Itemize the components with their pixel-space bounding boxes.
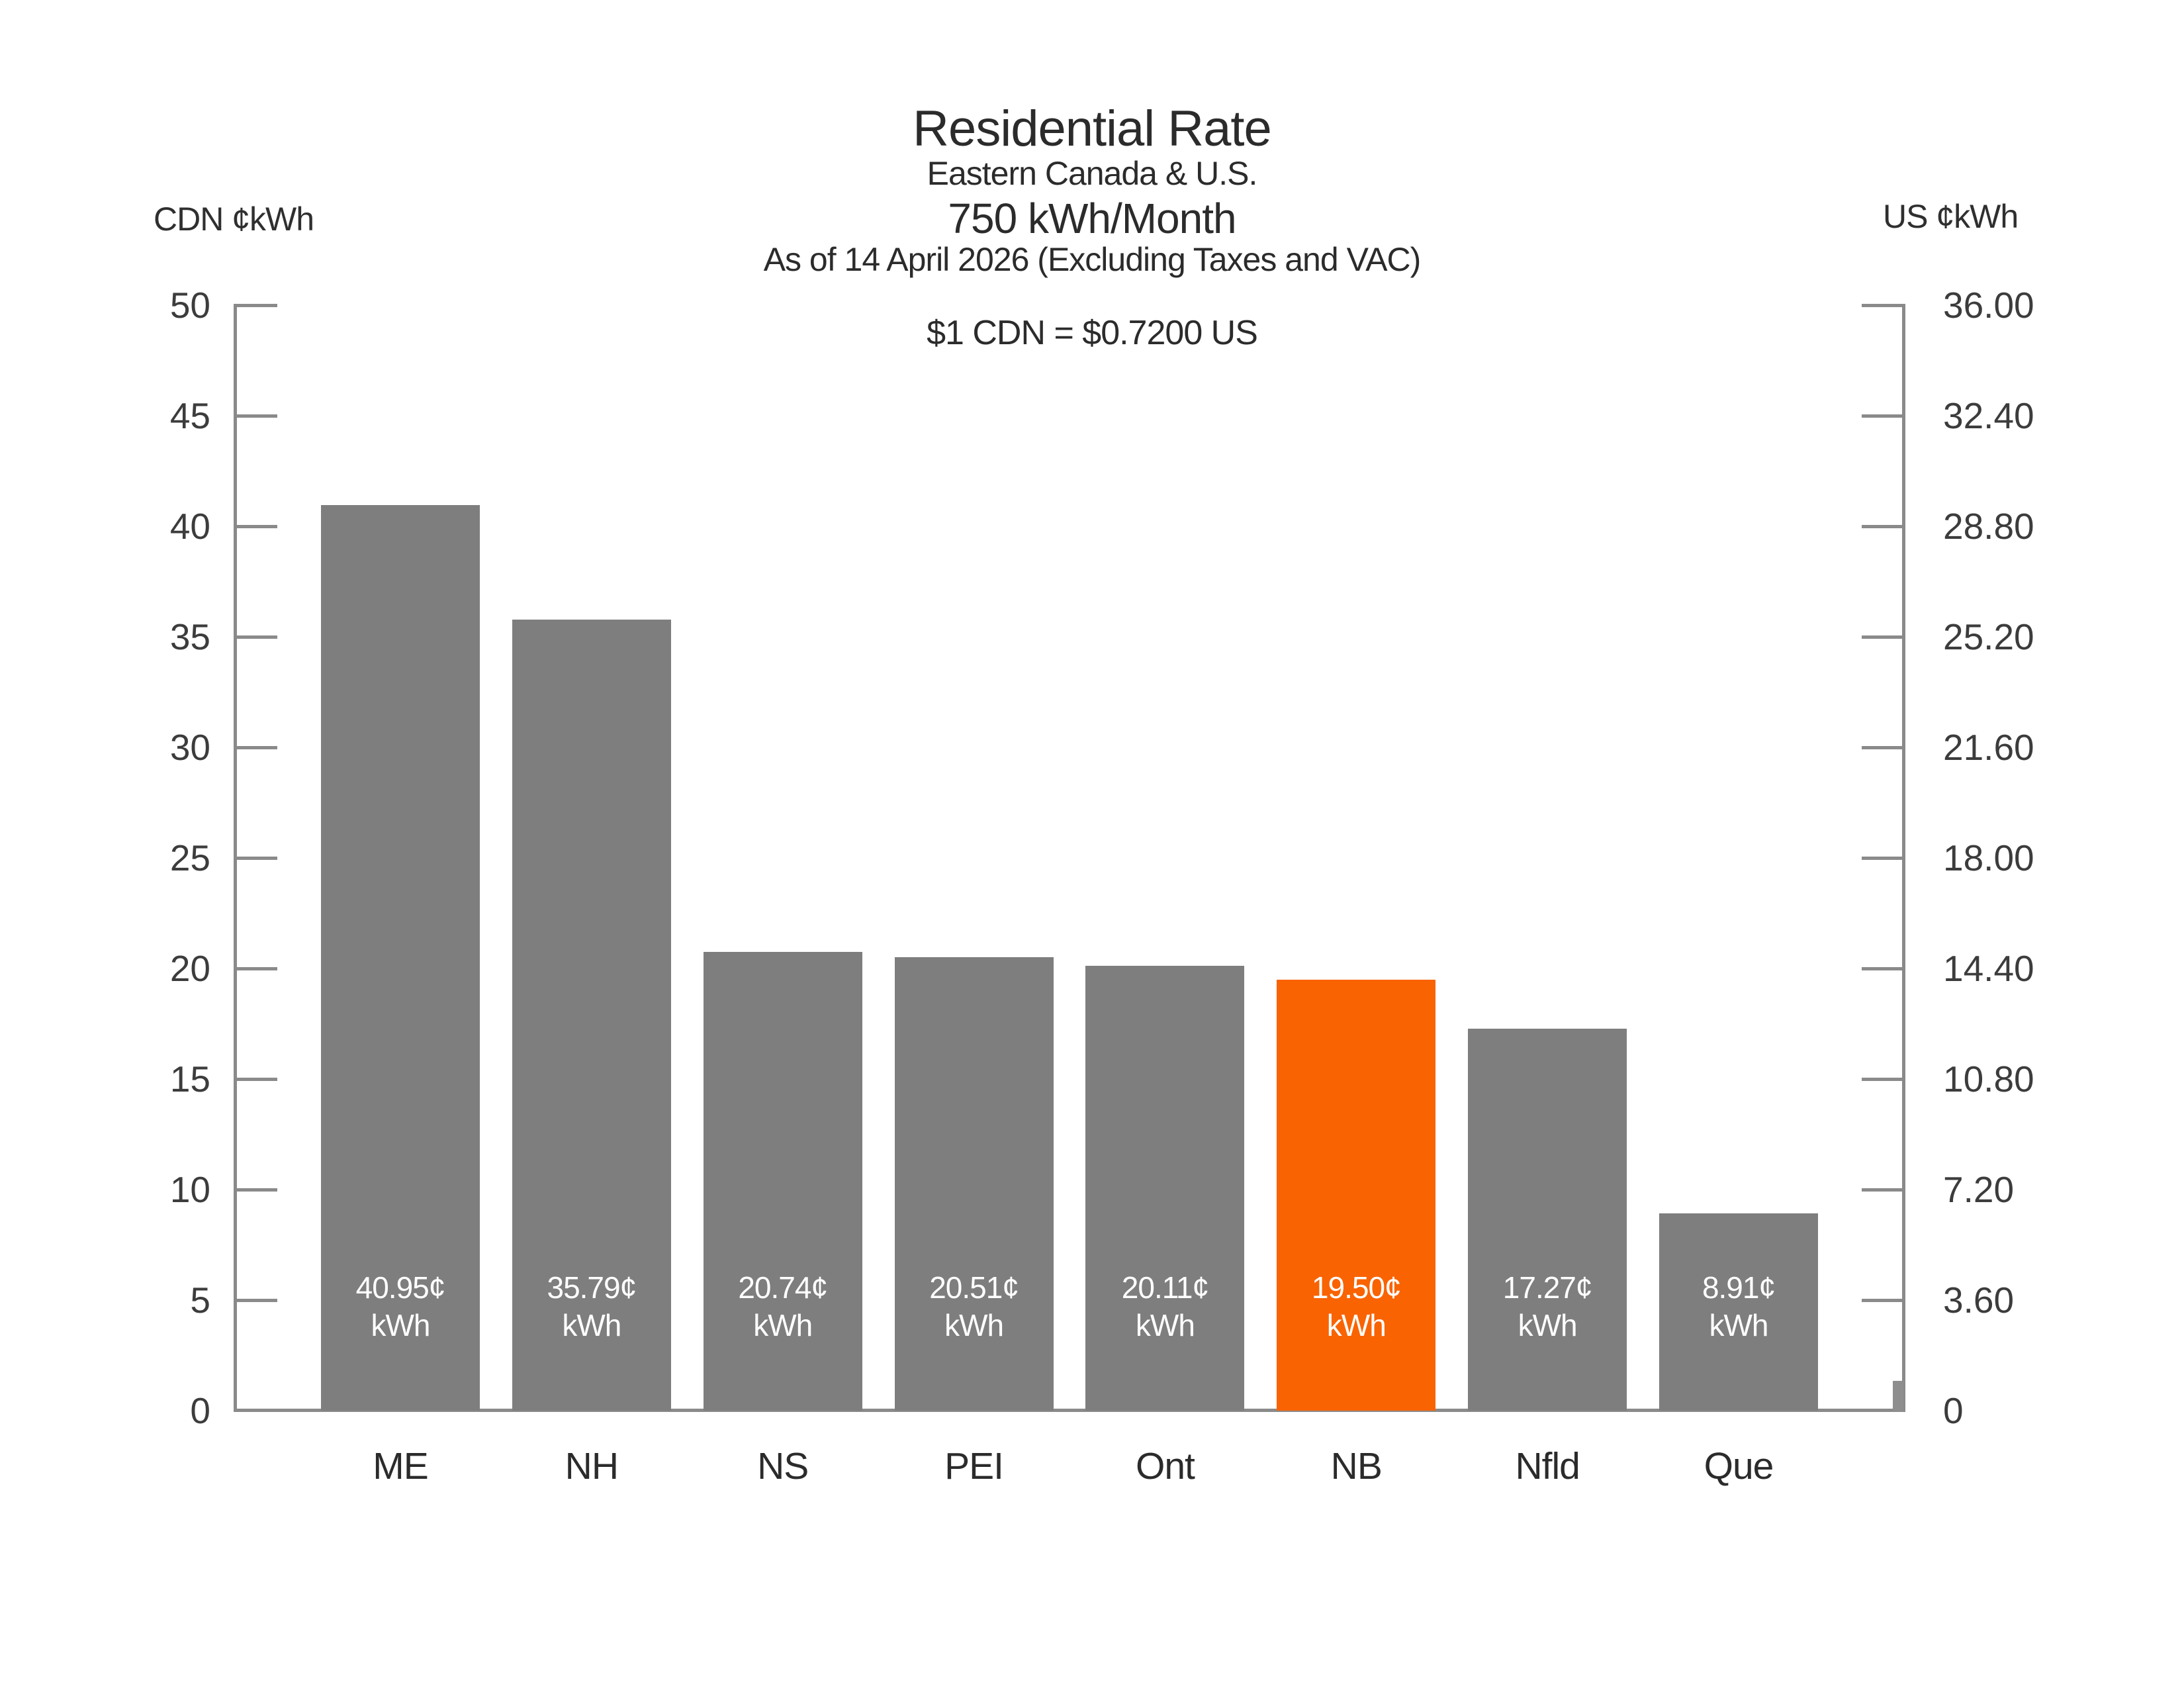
right-axis-tick-label: 3.60 [1943, 1280, 2015, 1321]
left-axis-tick [235, 635, 277, 639]
left-axis-tick [235, 414, 277, 418]
x-axis-category-label: Ont [1135, 1445, 1195, 1487]
bar-rate-value: 20.74¢ [738, 1270, 828, 1305]
bar-NB: 19.50¢ kWh [1277, 980, 1436, 1411]
bar-value-label: 20.51¢ kWh [895, 1269, 1054, 1344]
x-axis-baseline [234, 1409, 1905, 1412]
bar-rate-unit: kWh [944, 1308, 1004, 1342]
right-axis-tick-label: 10.80 [1943, 1058, 2034, 1100]
right-axis-tick-label: 28.80 [1943, 506, 2034, 547]
right-axis-tick [1862, 1078, 1904, 1081]
chart-as-of-note: As of 14 April 2026 (Excluding Taxes and… [763, 241, 1422, 278]
bar-Que: 8.91¢ kWh [1659, 1213, 1818, 1411]
right-axis-tick [1862, 525, 1904, 528]
bar-rate-value: 17.27¢ [1502, 1270, 1593, 1305]
right-axis-tick [1862, 857, 1904, 860]
bar-Ont: 20.11¢ kWh [1085, 966, 1245, 1411]
right-axis-tick [1862, 746, 1904, 749]
bar-value-label: 35.79¢ kWh [512, 1269, 671, 1344]
left-axis-tick-label: 40 [169, 506, 210, 547]
right-axis-tick-label: 25.20 [1943, 616, 2034, 657]
bar-value-label: 19.50¢ kWh [1277, 1269, 1435, 1344]
right-axis-tick-label: 32.40 [1943, 395, 2034, 436]
left-axis-tick [235, 304, 277, 307]
bar-value-label: 20.11¢ kWh [1085, 1269, 1244, 1344]
right-axis-tick-label: 36.00 [1943, 285, 2034, 326]
right-axis-tick-label: 21.60 [1943, 727, 2034, 768]
x-axis-category-label: NB [1330, 1445, 1383, 1487]
right-axis-tick [1862, 414, 1904, 418]
right-axis-tick-label: 7.20 [1943, 1169, 2015, 1210]
bar-PEI: 20.51¢ kWh [894, 957, 1054, 1411]
right-axis-unit-label: US ¢kWh [1883, 198, 2019, 235]
left-axis-tick [235, 967, 277, 970]
left-axis-tick-label: 35 [169, 616, 210, 657]
bar-rate-unit: kWh [1709, 1308, 1769, 1342]
bar-Nfld: 17.27¢ kWh [1468, 1029, 1627, 1411]
left-axis-tick [235, 1078, 277, 1081]
bar-rate-value: 40.95¢ [355, 1270, 446, 1305]
left-axis-tick-label: 50 [169, 285, 210, 326]
bar-rate-value: 8.91¢ [1702, 1270, 1776, 1305]
x-axis-category-label: Que [1704, 1445, 1774, 1487]
left-axis-tick-label: 0 [190, 1390, 210, 1431]
bar-rate-unit: kWh [371, 1308, 431, 1342]
left-axis-tick [235, 857, 277, 860]
bar-rate-unit: kWh [562, 1308, 621, 1342]
left-axis-tick-label: 5 [190, 1280, 210, 1321]
left-axis-tick [235, 1299, 277, 1302]
bar-rate-unit: kWh [1518, 1308, 1578, 1342]
bar-NS: 20.74¢ kWh [703, 952, 862, 1411]
bar-rate-value: 20.51¢ [929, 1270, 1019, 1305]
left-axis-tick-label: 20 [169, 948, 210, 989]
x-axis-category-label: NS [757, 1445, 809, 1487]
left-axis-tick [235, 525, 277, 528]
left-axis-tick-label: 15 [169, 1058, 210, 1100]
bar-rate-value: 19.50¢ [1311, 1270, 1402, 1305]
right-axis-tick-label: 14.40 [1943, 948, 2034, 989]
bar-rate-unit: kWh [753, 1308, 813, 1342]
right-axis-tick-label: 0 [1943, 1390, 1964, 1431]
right-axis-tick-label: 18.00 [1943, 837, 2034, 878]
x-axis-category-label: ME [373, 1445, 428, 1487]
left-axis-tick-label: 10 [169, 1169, 210, 1210]
left-axis-tick-label: 45 [169, 395, 210, 436]
bar-NH: 35.79¢ kWh [512, 620, 671, 1411]
bar-rate-value: 35.79¢ [547, 1270, 637, 1305]
chart-subtitle: Eastern Canada & U.S. [927, 155, 1258, 192]
axis-corner-artifact [1893, 1381, 1903, 1411]
bar-value-label: 40.95¢ kWh [321, 1269, 480, 1344]
chart-title: Residential Rate [913, 101, 1272, 157]
x-axis-category-label: PEI [944, 1445, 1004, 1487]
bar-value-label: 17.27¢ kWh [1468, 1269, 1627, 1344]
chart-consumption: 750 kWh/Month [948, 195, 1236, 242]
x-axis-category-label: NH [565, 1445, 619, 1487]
bar-ME: 40.95¢ kWh [321, 505, 480, 1411]
left-axis-tick-label: 25 [169, 837, 210, 878]
left-axis-unit-label: CDN ¢kWh [153, 201, 314, 238]
bar-value-label: 20.74¢ kWh [704, 1269, 862, 1344]
bar-rate-unit: kWh [1135, 1308, 1195, 1342]
right-axis-tick [1862, 967, 1904, 970]
right-axis-tick [1862, 1299, 1904, 1302]
x-axis-category-label: Nfld [1515, 1445, 1580, 1487]
left-axis-tick-label: 30 [169, 727, 210, 768]
bar-rate-value: 20.11¢ [1121, 1270, 1209, 1305]
bar-value-label: 8.91¢ kWh [1659, 1269, 1818, 1344]
right-axis-tick [1862, 1188, 1904, 1192]
left-axis-tick [235, 1188, 277, 1192]
bar-rate-unit: kWh [1326, 1308, 1387, 1342]
right-axis-tick [1862, 304, 1904, 307]
left-axis-tick [235, 746, 277, 749]
exchange-rate-note: $1 CDN = $0.7200 US [927, 314, 1258, 352]
right-axis-tick [1862, 635, 1904, 639]
